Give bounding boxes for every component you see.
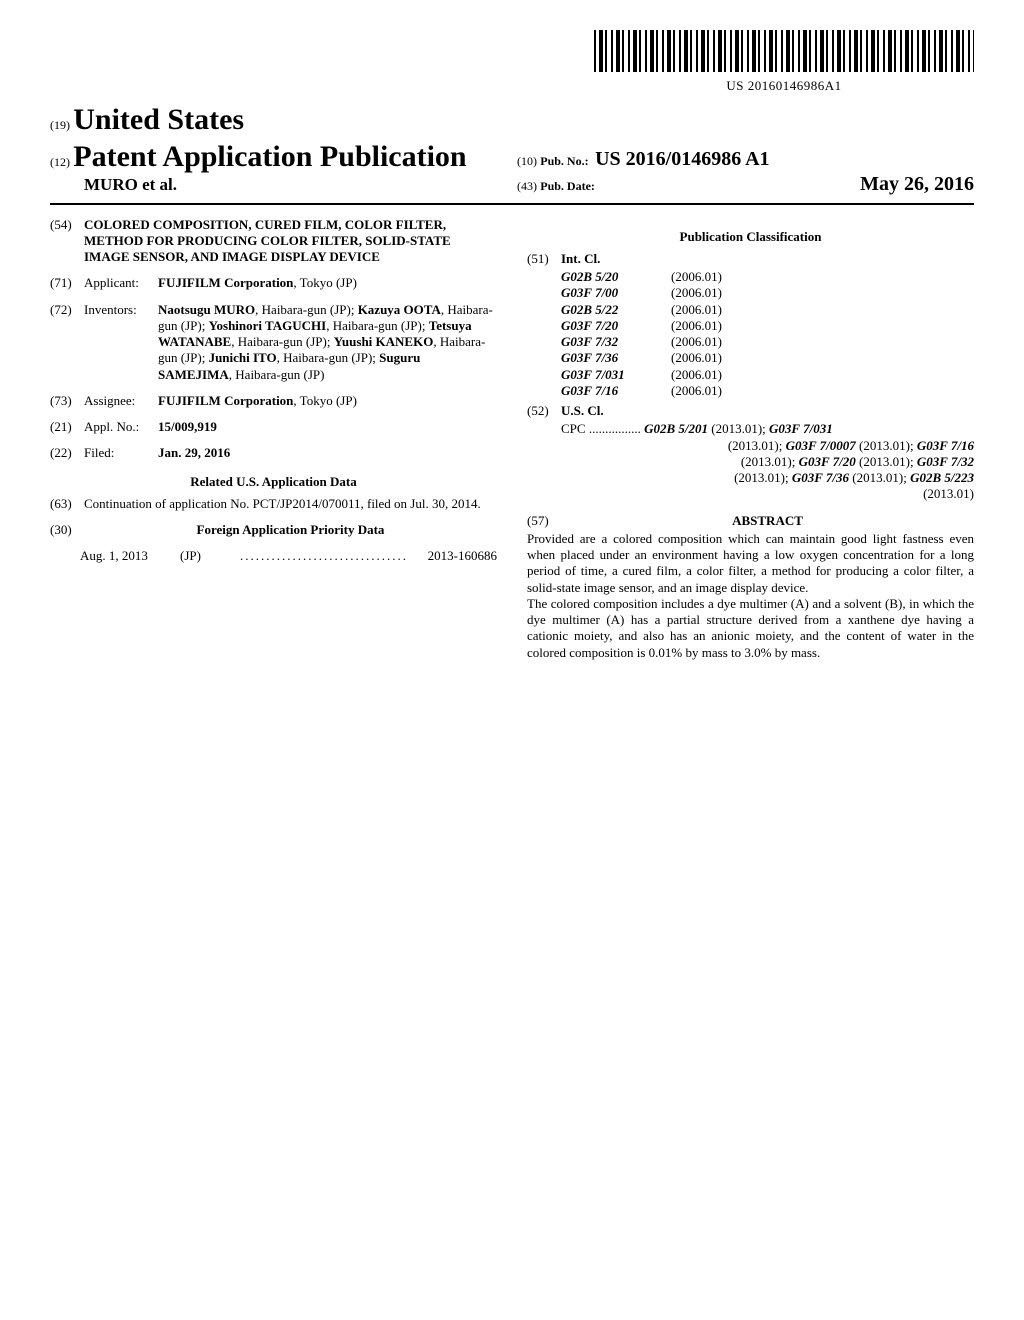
priority-dots: ................................ — [240, 548, 428, 564]
ipc-year: (2006.01) — [671, 383, 974, 399]
ipc-code: G03F 7/20 — [561, 318, 671, 334]
applno-label: Appl. No.: — [84, 419, 158, 435]
intcl-label: Int. Cl. — [561, 251, 974, 267]
field-63-continuation: (63) Continuation of application No. PCT… — [50, 496, 497, 512]
code-43: (43) — [517, 179, 537, 193]
ipc-row: G02B 5/20(2006.01) — [561, 269, 974, 285]
cpc-block: CPC ................ G02B 5/201 (2013.01… — [561, 421, 974, 502]
ipc-row: G03F 7/20(2006.01) — [561, 318, 974, 334]
assignee-label: Assignee: — [84, 393, 158, 409]
field-54-title: (54) COLORED COMPOSITION, CURED FILM, CO… — [50, 217, 497, 266]
code-63: (63) — [50, 496, 84, 512]
barcode-number: US 20160146986A1 — [594, 78, 974, 94]
priority-title: Foreign Application Priority Data — [84, 522, 497, 538]
filed-date: Jan. 29, 2016 — [158, 445, 497, 461]
ipc-row: G03F 7/031(2006.01) — [561, 367, 974, 383]
abstract-paragraph-1: Provided are a colored composition which… — [527, 531, 974, 596]
ipc-code: G02B 5/20 — [561, 269, 671, 285]
code-21: (21) — [50, 419, 84, 435]
code-19: (19) — [50, 118, 70, 132]
country-name: United States — [73, 103, 244, 136]
ipc-row: G03F 7/32(2006.01) — [561, 334, 974, 350]
code-57: (57) — [527, 513, 561, 529]
publication-type: Patent Application Publication — [73, 140, 466, 173]
abstract-paragraph-2: The colored composition includes a dye m… — [527, 596, 974, 661]
ipc-year: (2006.01) — [671, 334, 974, 350]
ipc-year: (2006.01) — [671, 350, 974, 366]
code-22: (22) — [50, 445, 84, 461]
field-57-abstract: (57) ABSTRACT — [527, 513, 974, 529]
body-columns: (54) COLORED COMPOSITION, CURED FILM, CO… — [50, 217, 974, 661]
field-73-assignee: (73) Assignee: FUJIFILM Corporation, Tok… — [50, 393, 497, 409]
field-22-filed: (22) Filed: Jan. 29, 2016 — [50, 445, 497, 461]
header-right: (10) Pub. No.: US 2016/0146986 A1 (43) P… — [507, 101, 974, 197]
ipc-code: G02B 5/22 — [561, 302, 671, 318]
invention-title: COLORED COMPOSITION, CURED FILM, COLOR F… — [84, 217, 497, 266]
related-data-title: Related U.S. Application Data — [50, 474, 497, 490]
uscl-label: U.S. Cl. — [561, 403, 974, 419]
header-row: (19) United States (12) Patent Applicati… — [50, 101, 974, 197]
publication-date: May 26, 2016 — [860, 172, 974, 197]
priority-number: 2013-160686 — [428, 548, 497, 564]
ipc-code: G03F 7/16 — [561, 383, 671, 399]
pub-no-label: Pub. No.: — [540, 154, 588, 168]
cpc-text: CPC ................ G02B 5/201 (2013.01… — [561, 421, 974, 502]
code-10: (10) — [517, 154, 537, 168]
code-30: (30) — [50, 522, 84, 538]
field-51-intcl: (51) Int. Cl. — [527, 251, 974, 267]
priority-date: Aug. 1, 2013 — [80, 548, 180, 564]
priority-row: Aug. 1, 2013 (JP) ......................… — [80, 548, 497, 564]
field-52-uscl: (52) U.S. Cl. — [527, 403, 974, 419]
barcode-graphic — [594, 30, 974, 72]
ipc-code: G03F 7/031 — [561, 367, 671, 383]
field-72-inventors: (72) Inventors: Naotsugu MURO, Haibara-g… — [50, 302, 497, 383]
code-51: (51) — [527, 251, 561, 267]
left-column: (54) COLORED COMPOSITION, CURED FILM, CO… — [50, 217, 497, 661]
assignee-name: FUJIFILM Corporation — [158, 393, 293, 408]
field-21-applno: (21) Appl. No.: 15/009,919 — [50, 419, 497, 435]
right-column: Publication Classification (51) Int. Cl.… — [527, 217, 974, 661]
assignee-value: FUJIFILM Corporation, Tokyo (JP) — [158, 393, 497, 409]
applicant-label: Applicant: — [84, 275, 158, 291]
authors-line: MURO et al. — [84, 174, 507, 195]
inventors-list: Naotsugu MURO, Haibara-gun (JP); Kazuya … — [158, 302, 497, 383]
application-number: 15/009,919 — [158, 419, 497, 435]
ipc-row: G03F 7/16(2006.01) — [561, 383, 974, 399]
priority-country: (JP) — [180, 548, 240, 564]
ipc-code: G03F 7/36 — [561, 350, 671, 366]
applicant-name: FUJIFILM Corporation — [158, 275, 293, 290]
code-72: (72) — [50, 302, 84, 383]
ipc-row: G02B 5/22(2006.01) — [561, 302, 974, 318]
ipc-year: (2006.01) — [671, 367, 974, 383]
publication-number: US 2016/0146986 A1 — [595, 148, 769, 170]
continuation-text: Continuation of application No. PCT/JP20… — [84, 496, 497, 512]
code-54: (54) — [50, 217, 84, 266]
code-52: (52) — [527, 403, 561, 419]
ipc-list: G02B 5/20(2006.01)G03F 7/00(2006.01)G02B… — [561, 269, 974, 399]
ipc-year: (2006.01) — [671, 269, 974, 285]
applicant-location: , Tokyo (JP) — [293, 275, 357, 290]
ipc-row: G03F 7/36(2006.01) — [561, 350, 974, 366]
code-12: (12) — [50, 155, 70, 169]
assignee-location: , Tokyo (JP) — [293, 393, 357, 408]
ipc-code: G03F 7/32 — [561, 334, 671, 350]
ipc-year: (2006.01) — [671, 302, 974, 318]
barcode-block: US 20160146986A1 — [50, 30, 974, 95]
header-divider — [50, 203, 974, 205]
filed-label: Filed: — [84, 445, 158, 461]
field-30-priority: (30) Foreign Application Priority Data — [50, 522, 497, 538]
applicant-value: FUJIFILM Corporation, Tokyo (JP) — [158, 275, 497, 291]
pub-date-label: Pub. Date: — [540, 179, 595, 193]
header-left: (19) United States (12) Patent Applicati… — [50, 101, 507, 195]
code-71: (71) — [50, 275, 84, 291]
ipc-year: (2006.01) — [671, 318, 974, 334]
abstract-label: ABSTRACT — [561, 513, 974, 529]
ipc-code: G03F 7/00 — [561, 285, 671, 301]
field-71-applicant: (71) Applicant: FUJIFILM Corporation, To… — [50, 275, 497, 291]
ipc-year: (2006.01) — [671, 285, 974, 301]
ipc-row: G03F 7/00(2006.01) — [561, 285, 974, 301]
code-73: (73) — [50, 393, 84, 409]
classification-title: Publication Classification — [527, 229, 974, 245]
inventors-label: Inventors: — [84, 302, 158, 383]
